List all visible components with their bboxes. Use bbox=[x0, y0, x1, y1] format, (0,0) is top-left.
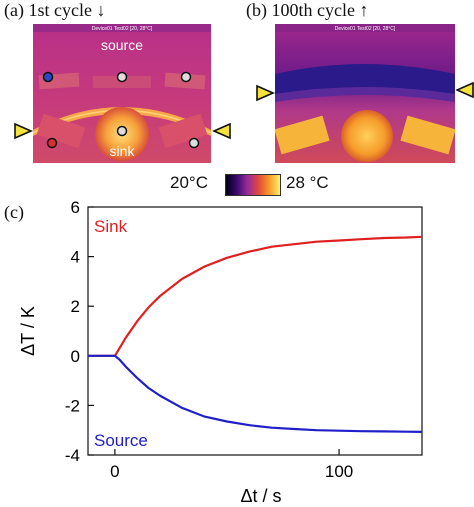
thermal-hud-b: Device01 Test02 [20, 28°C] bbox=[335, 26, 396, 32]
color-scale-bar bbox=[225, 174, 281, 196]
series-label-sink: Sink bbox=[94, 217, 128, 236]
y-tick-label: 6 bbox=[71, 200, 80, 217]
temperature-difference-chart: -4 -2 0 2 4 6 0 100 ΔT / K Δt / s Sink Source bbox=[18, 200, 423, 506]
panel-b-label: (b) 100th cycle ↑ bbox=[246, 0, 369, 20]
marker-triangle-b-right bbox=[456, 81, 474, 99]
y-tick-label: 2 bbox=[71, 297, 80, 316]
thermal-hud-a: Device01 Test02 [20, 28°C] bbox=[92, 26, 153, 32]
marker-triangle-b-left bbox=[256, 84, 275, 102]
series-line-source bbox=[88, 354, 423, 433]
panel-c-label: (c) bbox=[4, 202, 24, 222]
x-tick-label: 100 bbox=[325, 462, 353, 481]
series-line-sink bbox=[88, 235, 423, 357]
color-scale-max: 28 °C bbox=[286, 173, 329, 192]
plot-frame bbox=[87, 206, 423, 456]
thermal-image-1st-cycle: Device01 Test02 [20, 28°C] source sink bbox=[33, 24, 211, 163]
color-scale: 20°C 28 °C bbox=[170, 172, 440, 198]
thermal-image-a-graphic: Device01 Test02 [20, 28°C] source sink bbox=[33, 24, 211, 163]
sink-label: sink bbox=[110, 143, 136, 159]
marker-triangle-a-right bbox=[212, 122, 231, 140]
source-label: source bbox=[101, 37, 143, 53]
x-tick-label: 0 bbox=[110, 462, 119, 481]
y-tick-label: -2 bbox=[65, 396, 80, 415]
y-axis-label: ΔT / K bbox=[18, 306, 38, 356]
y-tick-label: -4 bbox=[65, 446, 80, 465]
series-label-source: Source bbox=[94, 431, 148, 450]
thermal-image-100th-cycle: Device01 Test02 [20, 28°C] bbox=[275, 24, 455, 163]
thermal-image-b-graphic: Device01 Test02 [20, 28°C] bbox=[275, 24, 455, 163]
color-scale-min: 20°C bbox=[170, 173, 208, 192]
y-tick-label: 4 bbox=[71, 248, 80, 267]
panel-a-label: (a) 1st cycle ↓ bbox=[4, 0, 106, 20]
marker-triangle-a-left bbox=[14, 122, 33, 140]
x-axis-label: Δt / s bbox=[240, 486, 281, 506]
y-tick-label: 0 bbox=[71, 347, 80, 366]
